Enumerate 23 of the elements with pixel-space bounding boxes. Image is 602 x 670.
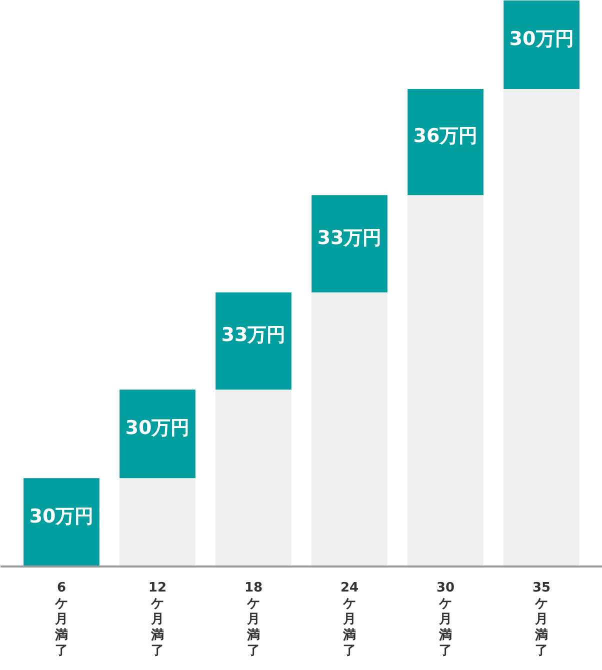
bar [504, 0, 580, 89]
bar [120, 478, 196, 566]
data-label: 30万円 [125, 416, 190, 439]
bar [312, 195, 388, 292]
data-label: 30万円 [509, 28, 574, 50]
x-tick-label: 12ケ月満了 [148, 580, 167, 658]
data-label: 33万円 [221, 324, 286, 346]
data-label: 33万円 [317, 226, 382, 249]
bar [504, 88, 580, 566]
bar [120, 390, 196, 478]
data-label: 30万円 [29, 505, 94, 528]
x-tick-label: 18ケ月満了 [244, 580, 263, 658]
bar [312, 292, 388, 566]
bar [216, 390, 292, 566]
data-label: 36万円 [413, 125, 478, 148]
x-tick-label: 6ケ月満了 [54, 580, 68, 658]
bar [408, 195, 484, 566]
bar [408, 88, 484, 196]
bar [24, 478, 100, 566]
x-tick-label: 30ケ月満了 [436, 580, 455, 658]
x-tick-label: 35ケ月満了 [532, 580, 551, 658]
x-tick-label: 24ケ月満了 [340, 580, 359, 658]
bar [216, 292, 292, 390]
